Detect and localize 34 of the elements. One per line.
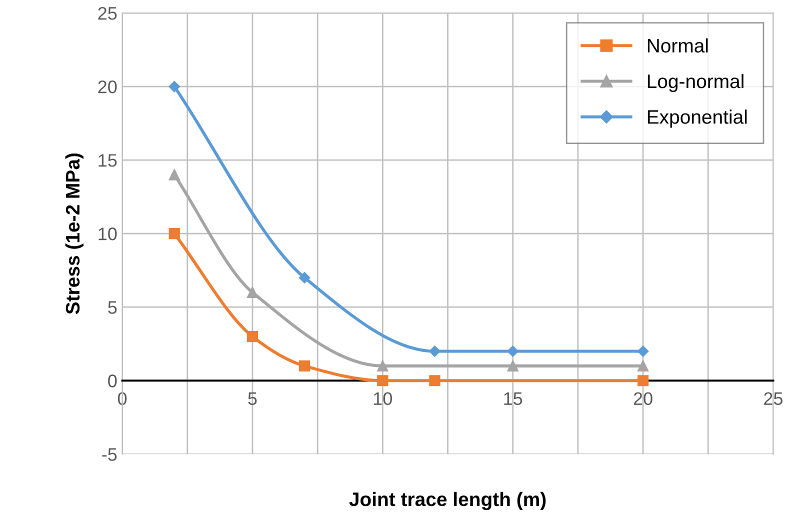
y-tick-label: 25: [98, 6, 117, 20]
x-axis-title: Joint trace length (m): [349, 492, 546, 510]
legend-label: Exponential: [648, 110, 747, 128]
point: [429, 346, 440, 357]
legend-label: Log-normal: [648, 74, 744, 92]
point: [637, 346, 649, 357]
x-tick-label: 15: [504, 392, 522, 405]
point: [507, 360, 518, 372]
y-tick-label: 10: [98, 228, 117, 240]
point: [298, 272, 310, 284]
point: [637, 360, 649, 372]
y-axis-title: Stress (1e-2 MPa): [65, 154, 84, 314]
y-tick-label: 5: [108, 301, 117, 314]
point: [168, 228, 180, 240]
y-tick-label: 0: [108, 374, 117, 388]
x-tick-label: 25: [764, 392, 783, 405]
x-tick-label: 5: [248, 392, 257, 405]
y-tick-label: 20: [98, 80, 117, 94]
y-tick-label: 15: [98, 154, 117, 167]
point: [507, 346, 518, 357]
point: [377, 360, 388, 372]
point: [168, 80, 180, 92]
legend-label: Normal: [648, 38, 708, 53]
point: [168, 169, 180, 180]
point: [246, 330, 258, 342]
x-tick-label: 20: [634, 392, 652, 405]
x-tick-label: 0: [118, 392, 127, 405]
point: [429, 375, 440, 386]
point: [246, 286, 258, 298]
point: [299, 360, 310, 372]
point: [637, 375, 649, 386]
x-tick-label: 10: [374, 392, 392, 405]
y-tick-label: -5: [102, 448, 117, 461]
point: [377, 375, 388, 386]
